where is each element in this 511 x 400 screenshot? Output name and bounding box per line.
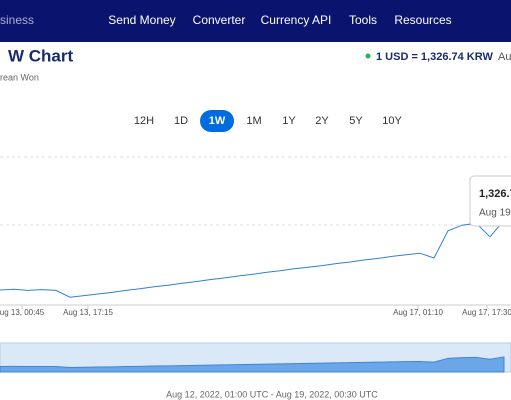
nav-item[interactable]: Resources [394, 13, 451, 27]
x-tick-label: ug 13, 00:45 [0, 308, 45, 317]
rate: 1 USD = 1,326.74 KRW [376, 51, 493, 63]
nav-item[interactable]: Currency API [261, 13, 332, 27]
date-range: Aug 12, 2022, 01:00 UTC - Aug 19, 2022, … [166, 389, 378, 399]
subtitle: rean Won [0, 72, 39, 82]
tooltip-date: Aug 19 [479, 208, 511, 219]
range-button[interactable]: 2Y [315, 115, 329, 127]
status-dot [365, 53, 371, 59]
x-tick-label: Aug 13, 17:15 [63, 308, 113, 317]
range-button[interactable]: 1M [246, 115, 261, 127]
tooltip [469, 175, 511, 227]
range-button-active[interactable] [200, 110, 234, 132]
nav-item[interactable]: Converter [193, 13, 246, 27]
range-button[interactable]: 5Y [349, 115, 363, 127]
range-button[interactable]: 10Y [382, 115, 402, 127]
nav-bar [0, 0, 511, 42]
range-button[interactable]: 1W [209, 115, 226, 127]
x-tick-label: Aug 17, 17:30 [462, 308, 511, 317]
navigator-area [0, 356, 505, 373]
title: W Chart [8, 46, 74, 65]
rate-line [0, 220, 505, 298]
rate-date: Au [498, 51, 511, 63]
nav-item[interactable]: Send Money [108, 13, 175, 27]
range-button[interactable]: 12H [134, 115, 154, 127]
brand: siness [0, 13, 34, 27]
x-tick-label: Aug 17, 01:10 [393, 308, 443, 317]
tooltip-value: 1,326.7 [479, 188, 511, 200]
range-button[interactable]: 1Y [282, 115, 296, 127]
range-button[interactable]: 1D [174, 115, 188, 127]
nav-item[interactable]: Tools [349, 13, 377, 27]
